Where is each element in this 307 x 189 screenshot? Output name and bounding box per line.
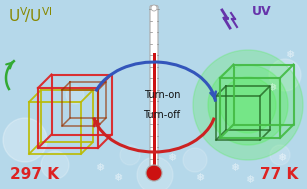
Circle shape [3,118,47,162]
Circle shape [120,145,140,165]
Text: ❅: ❅ [113,173,123,183]
Text: ❅: ❅ [277,153,287,163]
Circle shape [270,145,290,165]
Text: 77 K: 77 K [260,167,298,182]
Text: UV: UV [252,5,272,18]
Circle shape [151,5,157,11]
Text: ❅: ❅ [167,153,177,163]
Text: ❅: ❅ [195,173,205,183]
Text: $\rm U^V\!/U^{VI}$: $\rm U^V\!/U^{VI}$ [8,5,52,25]
Text: ❅: ❅ [95,163,105,173]
Text: ❅: ❅ [285,50,295,60]
Circle shape [220,77,276,133]
Circle shape [208,65,288,145]
Text: ❅: ❅ [245,175,255,185]
Text: Turn-off: Turn-off [143,110,181,120]
Text: 297 K: 297 K [10,167,59,182]
Circle shape [41,151,69,179]
Text: ❅: ❅ [267,83,277,93]
Text: ❅: ❅ [230,163,240,173]
Text: Turn-on: Turn-on [144,90,180,100]
Circle shape [183,148,207,172]
Circle shape [269,59,301,91]
Circle shape [193,50,303,160]
Bar [153,53,156,172]
FancyBboxPatch shape [150,5,158,174]
Circle shape [146,165,162,181]
Circle shape [66,86,84,104]
Circle shape [137,157,173,189]
